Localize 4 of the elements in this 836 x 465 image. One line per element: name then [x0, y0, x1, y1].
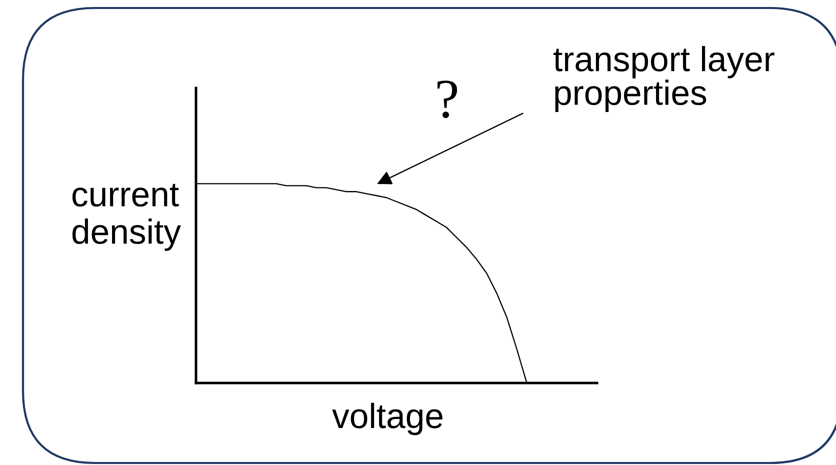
text: ? — [438, 80, 458, 118]
x-axis-title: voltage — [332, 402, 442, 436]
y-axis-title: current density — [72, 184, 181, 251]
text: transport layer properties — [554, 46, 774, 112]
